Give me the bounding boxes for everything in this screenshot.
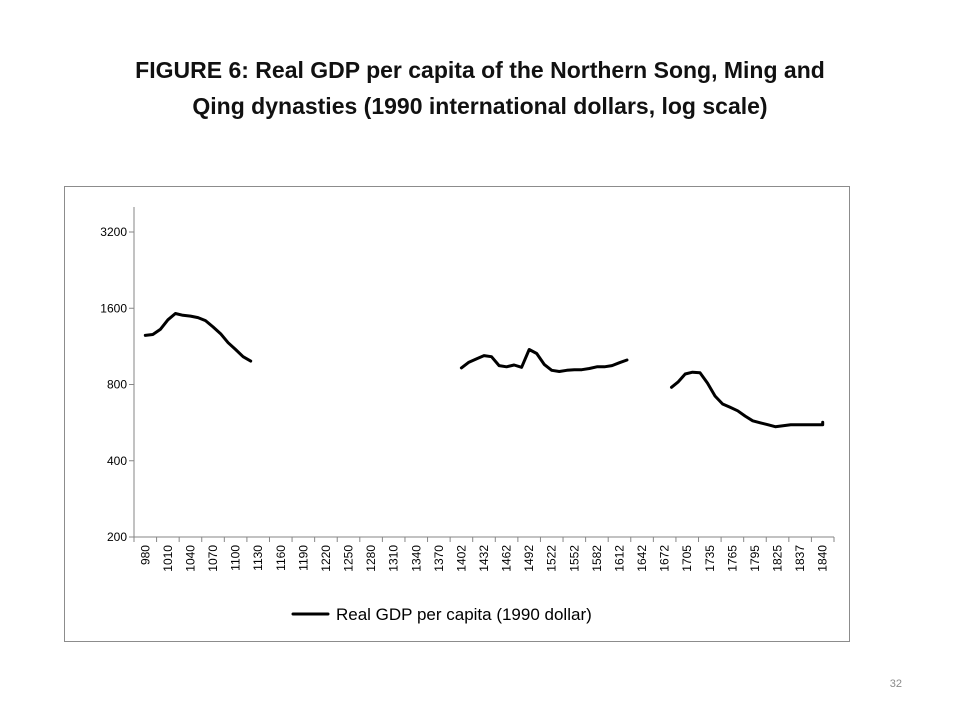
page-number: 32 xyxy=(889,678,902,690)
x-tick-label: 1825 xyxy=(771,545,785,572)
slide-title: FIGURE 6: Real GDP per capita of the Nor… xyxy=(40,52,920,124)
x-tick-label: 1340 xyxy=(409,545,423,572)
x-tick-label: 1837 xyxy=(793,545,807,572)
x-tick-label: 1765 xyxy=(725,545,739,572)
y-tick-label: 400 xyxy=(107,454,127,468)
series-line-segment-1 xyxy=(143,312,253,363)
x-tick-label: 1642 xyxy=(635,545,649,572)
chart-frame: 200 400 800 1600 3200 980 1010 1040 1070 1100 1130… xyxy=(64,186,850,642)
x-tick-label: 1612 xyxy=(612,545,626,572)
x-tick-label: 1462 xyxy=(500,545,514,572)
x-tick-label: 1130 xyxy=(251,545,265,571)
y-tick-label: 200 xyxy=(107,530,127,544)
x-tick-label: 1402 xyxy=(454,545,468,572)
x-tick-label: 1100 xyxy=(229,545,243,571)
x-tick-label: 1280 xyxy=(364,545,378,572)
x-tick-label: 1220 xyxy=(319,545,333,572)
x-tick-label: 1672 xyxy=(658,545,672,572)
x-tick-label: 1735 xyxy=(703,545,717,572)
x-tick-label: 1040 xyxy=(183,545,197,572)
y-tick-label: 800 xyxy=(107,378,127,392)
x-tick-label: 1190 xyxy=(296,545,310,571)
x-tick-label: 1552 xyxy=(567,545,581,572)
gdp-line-chart: 200 400 800 1600 3200 980 1010 1040 1070 1100 1130… xyxy=(100,207,835,624)
x-tick-label: 1160 xyxy=(274,545,288,571)
x-tick-label: 1370 xyxy=(432,545,446,572)
x-tick-label: 1432 xyxy=(477,545,491,572)
series-line-segment-3 xyxy=(670,370,825,429)
y-tick-label: 3200 xyxy=(100,225,127,239)
x-tick-label: 980 xyxy=(138,545,152,565)
x-tick-label: 1522 xyxy=(545,545,559,572)
series-line-segment-2 xyxy=(459,348,629,373)
x-tick-label: 1010 xyxy=(161,545,175,572)
legend-label: Real GDP per capita (1990 dollar) xyxy=(336,605,592,624)
slide-title-line-1: FIGURE 6: Real GDP per capita of the Nor… xyxy=(135,57,825,83)
x-tick-label: 1070 xyxy=(206,545,220,572)
x-tick-label: 1582 xyxy=(590,545,604,572)
x-tick-label: 1795 xyxy=(748,545,762,572)
x-tick-label: 1840 xyxy=(816,545,830,572)
y-tick-label: 1600 xyxy=(100,301,127,315)
x-tick-label: 1705 xyxy=(680,545,694,572)
x-tick-label: 1310 xyxy=(387,545,401,572)
x-tick-label: 1250 xyxy=(342,545,356,572)
slide-title-line-2: Qing dynasties (1990 international dolla… xyxy=(192,93,768,119)
x-tick-label: 1492 xyxy=(522,545,536,572)
